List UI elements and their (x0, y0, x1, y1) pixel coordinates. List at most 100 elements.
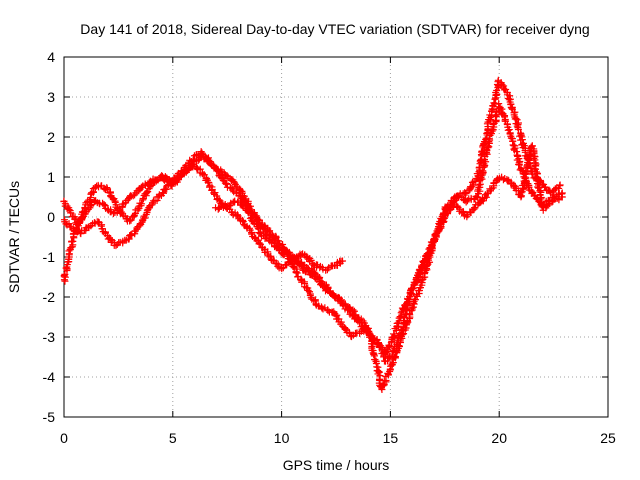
data-point-marker (453, 202, 461, 210)
data-point-marker (274, 262, 282, 270)
data-point-marker (222, 180, 230, 188)
data-point-marker (65, 206, 73, 214)
data-point-marker (480, 156, 488, 164)
data-point-marker (339, 257, 347, 265)
data-point-marker (375, 368, 383, 376)
data-point-marker (130, 211, 138, 219)
y-tick-label: -3 (43, 329, 56, 345)
data-point-marker (207, 160, 215, 168)
data-point-marker (322, 287, 330, 295)
data-point-marker (251, 210, 259, 218)
y-tick-label: -5 (43, 409, 56, 425)
data-point-marker (60, 271, 68, 279)
data-point-marker (269, 232, 277, 240)
data-point-marker (180, 170, 188, 178)
data-point-marker (485, 135, 493, 143)
plot-frame (63, 56, 609, 418)
data-point-marker (424, 250, 432, 258)
data-point-marker (396, 313, 404, 321)
data-point-marker (516, 161, 524, 169)
data-point-marker (468, 178, 476, 186)
data-point-marker (370, 351, 378, 359)
series-track-4 (212, 197, 347, 274)
data-point-marker (100, 201, 108, 209)
x-tick-label: 25 (600, 430, 616, 446)
data-point-marker (69, 237, 77, 245)
data-point-marker (126, 217, 134, 225)
data-point-marker (530, 154, 538, 162)
data-point-marker (558, 193, 566, 201)
data-point-marker (326, 288, 334, 296)
data-point-marker (204, 178, 212, 186)
data-point-marker (235, 191, 243, 199)
data-point-marker (513, 122, 521, 130)
x-tick-label: 20 (491, 430, 507, 446)
x-tick-label: 5 (169, 430, 177, 446)
x-axis-title: GPS time / hours (283, 457, 390, 473)
x-tick-label: 15 (383, 430, 399, 446)
data-point-marker (423, 250, 431, 258)
data-point-marker (255, 229, 263, 237)
data-point-marker (143, 188, 151, 196)
data-point-marker (304, 286, 312, 294)
data-point-marker (473, 193, 481, 201)
y-tick-label: 2 (47, 129, 55, 145)
y-tick-label: 0 (47, 209, 55, 225)
data-point-marker (164, 176, 172, 184)
data-point-marker (396, 331, 404, 339)
data-point-marker (211, 163, 219, 171)
data-point-marker (311, 274, 319, 282)
x-tick-label: 0 (60, 430, 68, 446)
data-point-marker (507, 134, 515, 142)
data-point-marker (388, 351, 396, 359)
data-point-marker (438, 216, 446, 224)
data-point-marker (261, 234, 269, 242)
data-point-marker (513, 116, 521, 124)
data-point-marker (126, 193, 134, 201)
data-point-marker (297, 275, 305, 283)
data-point-marker (109, 210, 117, 218)
y-tick-label: 4 (47, 49, 55, 65)
y-axis-title: SDTVAR / TECUs (6, 181, 22, 293)
data-point-marker (203, 175, 211, 183)
data-point-marker (324, 307, 332, 315)
data-point-marker (533, 170, 541, 178)
y-tick-label: -2 (43, 289, 56, 305)
data-point-marker (389, 348, 397, 356)
data-point-marker (98, 225, 106, 233)
data-point-marker (62, 264, 70, 272)
data-point-marker (375, 339, 383, 347)
data-point-marker (556, 181, 564, 189)
data-point-marker (396, 330, 404, 338)
data-point-marker (514, 125, 522, 133)
data-point-marker (470, 205, 478, 213)
data-point-marker (544, 201, 552, 209)
data-point-marker (387, 362, 395, 370)
y-tick-label: 1 (47, 169, 55, 185)
data-point-marker (61, 270, 69, 278)
data-point-marker (67, 209, 75, 217)
data-point-marker (229, 186, 237, 194)
y-tick-label: -4 (43, 369, 56, 385)
data-point-marker (403, 305, 411, 313)
series-track-2 (60, 100, 566, 393)
y-tick-label: 3 (47, 89, 55, 105)
data-points (60, 76, 566, 393)
data-point-marker (141, 180, 149, 188)
data-point-marker (505, 126, 513, 134)
data-point-marker (495, 100, 503, 108)
data-point-marker (398, 326, 406, 334)
data-point-marker (296, 260, 304, 268)
data-point-marker (318, 282, 326, 290)
data-point-marker (231, 179, 239, 187)
data-point-marker (498, 81, 506, 89)
data-point-marker (475, 181, 483, 189)
data-point-marker (379, 382, 387, 390)
data-point-marker (517, 131, 525, 139)
data-point-marker (103, 185, 111, 193)
data-point-marker (491, 112, 499, 120)
data-point-marker (278, 265, 286, 273)
chart-title: Day 141 of 2018, Sidereal Day-to-day VTE… (80, 21, 589, 37)
